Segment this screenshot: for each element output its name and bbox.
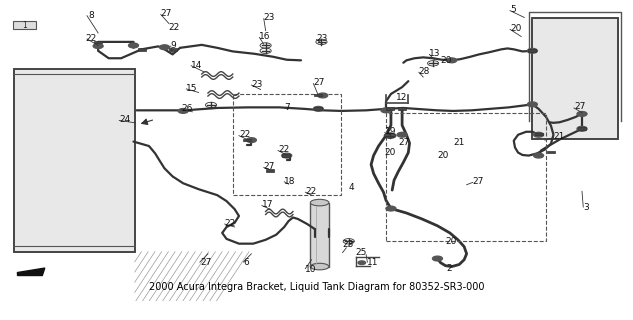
Bar — [532, 18, 618, 139]
Text: 21: 21 — [453, 138, 465, 147]
Circle shape — [527, 48, 537, 53]
Circle shape — [282, 153, 292, 158]
Circle shape — [358, 261, 365, 265]
Text: 27: 27 — [398, 138, 410, 147]
Bar — [315, 108, 322, 110]
Text: 5: 5 — [510, 5, 516, 14]
Circle shape — [246, 138, 256, 142]
Text: 28: 28 — [419, 67, 430, 76]
Text: 17: 17 — [262, 200, 273, 210]
Text: 13: 13 — [429, 49, 441, 58]
Text: 27: 27 — [161, 9, 172, 18]
Circle shape — [128, 43, 139, 48]
Circle shape — [577, 112, 587, 116]
Circle shape — [160, 45, 170, 50]
Text: 23: 23 — [251, 80, 263, 89]
Text: 27: 27 — [473, 177, 484, 186]
Text: 21: 21 — [553, 132, 565, 141]
Circle shape — [397, 132, 407, 137]
Text: 16: 16 — [260, 32, 271, 41]
Bar — [14, 69, 135, 252]
Polygon shape — [18, 268, 45, 276]
Bar — [398, 108, 406, 110]
Bar — [13, 21, 36, 29]
Text: 22: 22 — [278, 145, 289, 154]
Text: 22: 22 — [225, 219, 236, 228]
Text: 27: 27 — [574, 102, 586, 111]
Text: 27: 27 — [200, 258, 211, 267]
Bar — [310, 203, 329, 267]
Bar — [532, 18, 618, 139]
Bar — [578, 127, 586, 130]
Text: 27: 27 — [264, 162, 275, 171]
Bar — [282, 154, 290, 157]
Text: 19: 19 — [385, 127, 396, 136]
Text: 20: 20 — [385, 148, 396, 157]
Circle shape — [534, 132, 544, 137]
Text: 7: 7 — [284, 103, 290, 112]
Circle shape — [93, 44, 103, 48]
Text: 9: 9 — [171, 41, 177, 50]
Text: 23: 23 — [264, 13, 275, 22]
Bar — [266, 169, 274, 172]
Circle shape — [534, 153, 544, 158]
Text: 2: 2 — [447, 264, 453, 273]
Text: 27: 27 — [313, 78, 325, 87]
Bar — [547, 151, 555, 153]
Text: 2000 Acura Integra Bracket, Liquid Tank Diagram for 80352-SR3-000: 2000 Acura Integra Bracket, Liquid Tank … — [149, 283, 484, 292]
Bar — [385, 108, 394, 110]
Text: 23: 23 — [316, 34, 328, 43]
Circle shape — [381, 108, 391, 113]
Circle shape — [386, 133, 396, 138]
Circle shape — [178, 108, 188, 113]
Text: 20: 20 — [446, 237, 457, 246]
Circle shape — [386, 206, 396, 211]
Circle shape — [447, 58, 456, 63]
Text: 25: 25 — [355, 248, 367, 257]
Text: 12: 12 — [396, 93, 407, 102]
Text: 22: 22 — [85, 34, 97, 43]
Bar — [315, 93, 322, 96]
Text: 22: 22 — [239, 130, 250, 139]
Bar — [14, 69, 135, 252]
Text: 24: 24 — [119, 115, 130, 124]
Ellipse shape — [310, 263, 329, 270]
Bar — [233, 94, 341, 195]
Text: 3: 3 — [583, 204, 589, 212]
Text: 15: 15 — [186, 84, 197, 92]
Text: 11: 11 — [367, 258, 379, 267]
Circle shape — [527, 102, 537, 107]
Text: 20: 20 — [510, 24, 522, 33]
Text: 20: 20 — [441, 56, 452, 65]
Text: 22: 22 — [305, 187, 316, 196]
Text: 20: 20 — [437, 151, 449, 160]
Bar — [534, 133, 542, 135]
Bar — [243, 139, 251, 141]
Circle shape — [432, 256, 442, 261]
Text: 1: 1 — [22, 21, 27, 30]
Text: 18: 18 — [284, 177, 296, 186]
Bar — [94, 41, 102, 43]
Bar — [529, 49, 536, 52]
Ellipse shape — [310, 199, 329, 206]
Text: 14: 14 — [191, 60, 203, 70]
Bar — [168, 48, 177, 51]
Text: 6: 6 — [243, 258, 249, 267]
Bar — [386, 113, 546, 241]
Circle shape — [577, 126, 587, 131]
Text: 23: 23 — [342, 240, 354, 249]
Text: 26: 26 — [181, 104, 192, 113]
Text: 22: 22 — [169, 23, 180, 32]
Text: 10: 10 — [305, 265, 317, 274]
Text: 4: 4 — [349, 183, 354, 192]
Circle shape — [318, 93, 328, 98]
Bar — [137, 48, 146, 51]
Text: 8: 8 — [88, 11, 94, 20]
Circle shape — [313, 107, 323, 111]
